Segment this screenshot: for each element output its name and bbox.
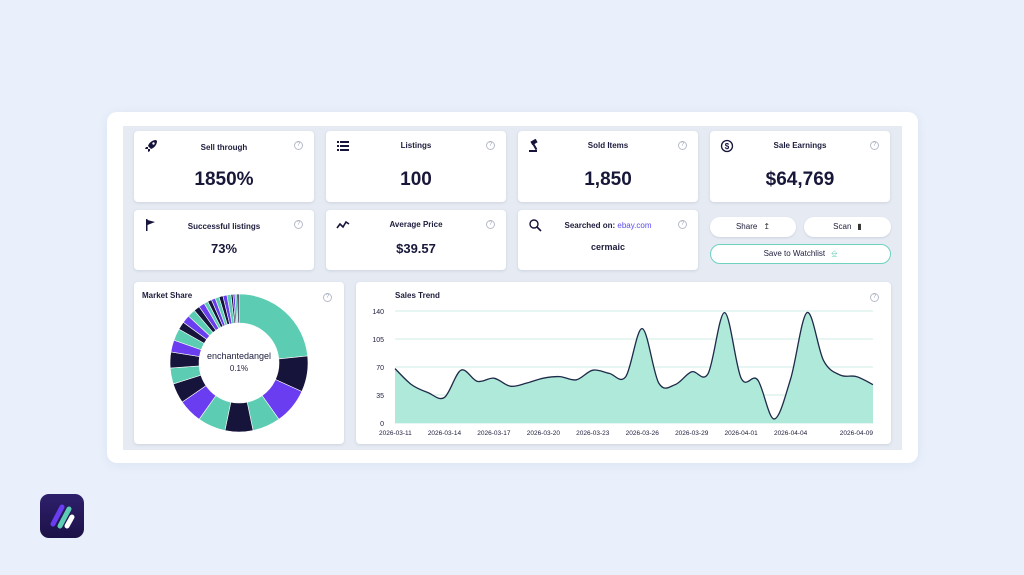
- donut-slice[interactable]: [238, 293, 308, 360]
- sold-items-value: 1,850: [584, 169, 632, 190]
- help-icon[interactable]: ?: [870, 141, 879, 150]
- searched-on-label: Searched on:: [564, 221, 616, 230]
- search-card: Searched on: ebay.com ? cermaic: [518, 210, 698, 270]
- help-icon[interactable]: ?: [294, 141, 303, 150]
- listings-card: Listings ? 100: [326, 131, 506, 202]
- dollar-icon: $: [720, 139, 734, 153]
- trend-icon: [336, 220, 350, 229]
- scan-label: Scan: [833, 222, 852, 231]
- svg-text:$: $: [725, 142, 730, 151]
- y-tick-label: 70: [376, 365, 384, 372]
- y-tick-label: 0: [380, 421, 384, 428]
- x-tick-label: 2026-04-01: [725, 430, 759, 437]
- help-icon[interactable]: ?: [678, 220, 687, 229]
- average-price-label: Average Price: [389, 220, 443, 229]
- dashboard-frame: Sell through ? 1850% Listings ? 100 Sold…: [107, 112, 918, 463]
- share-button[interactable]: Share ↥: [710, 217, 796, 237]
- trend-area: [395, 312, 873, 423]
- help-icon[interactable]: ?: [486, 141, 495, 150]
- successful-listings-label: Successful listings: [187, 222, 261, 231]
- help-icon[interactable]: ?: [294, 220, 303, 229]
- tray-icon: ⎒: [831, 249, 838, 258]
- x-tick-label: 2026-03-11: [379, 430, 412, 437]
- dashboard-content: Sell through ? 1850% Listings ? 100 Sold…: [123, 126, 902, 450]
- x-tick-label: 2026-03-14: [428, 430, 462, 437]
- sale-earnings-value: $64,769: [765, 169, 835, 190]
- share-icon: ↥: [763, 222, 771, 231]
- sell-through-value: 1850%: [194, 169, 254, 190]
- y-tick-label: 35: [376, 393, 384, 400]
- watchlist-label: Save to Watchlist: [763, 249, 826, 258]
- help-icon[interactable]: ?: [323, 293, 332, 302]
- x-tick-label: 2026-04-04: [774, 430, 808, 437]
- help-icon[interactable]: ?: [870, 293, 879, 302]
- signal-icon: ▮: [857, 222, 862, 231]
- average-price-card: Average Price ? $39.57: [326, 210, 506, 270]
- list-icon: [337, 141, 349, 151]
- searched-on-line: Searched on: ebay.com: [518, 221, 698, 230]
- scan-button[interactable]: Scan ▮: [804, 217, 891, 237]
- trend-line: [394, 311, 874, 420]
- search-query: cermaic: [590, 242, 626, 252]
- help-icon[interactable]: ?: [486, 220, 495, 229]
- x-tick-label: 2026-03-26: [626, 430, 660, 437]
- listings-value: 100: [400, 169, 432, 190]
- successful-listings-card: Successful listings ? 73%: [134, 210, 314, 270]
- flag-icon: [146, 219, 155, 231]
- save-to-watchlist-button[interactable]: Save to Watchlist ⎒: [710, 244, 891, 264]
- sold-items-card: Sold Items ? 1,850: [518, 131, 698, 202]
- share-label: Share: [735, 222, 758, 231]
- average-price-value: $39.57: [396, 241, 436, 256]
- searched-on-site[interactable]: ebay.com: [617, 221, 652, 230]
- y-tick-label: 140: [372, 309, 384, 316]
- market-share-card: Market Share ? enchantedangel 0.1%: [134, 282, 344, 444]
- x-tick-label: 2026-04-09: [840, 430, 874, 437]
- app-logo: [40, 494, 84, 538]
- donut-slice[interactable]: [236, 293, 240, 324]
- successful-listings-value: 73%: [210, 241, 238, 256]
- sales-trend-title: Sales Trend: [395, 291, 440, 300]
- rocket-icon: [145, 140, 157, 152]
- search-icon: [529, 219, 542, 232]
- sold-items-label: Sold Items: [587, 141, 629, 150]
- logo-icon: [50, 504, 75, 529]
- listings-label: Listings: [400, 141, 432, 150]
- help-icon[interactable]: ?: [678, 141, 687, 150]
- donut-center-value: 0.1%: [229, 364, 249, 373]
- sale-earnings-label: Sale Earnings: [773, 141, 827, 150]
- x-tick-label: 2026-03-29: [675, 430, 709, 437]
- x-tick-label: 2026-03-20: [527, 430, 561, 437]
- x-tick-label: 2026-03-17: [477, 430, 511, 437]
- sell-through-label: Sell through: [200, 143, 248, 152]
- market-share-donut: [169, 293, 309, 433]
- sale-earnings-card: $ Sale Earnings ? $64,769: [710, 131, 890, 202]
- donut-center-name: enchantedangel: [206, 351, 272, 361]
- x-tick-label: 2026-03-23: [576, 430, 610, 437]
- y-tick-label: 105: [372, 337, 384, 344]
- sales-trend-card: Sales Trend ? 0 35 70 105 140 2026-03-11 2026-…: [356, 282, 891, 444]
- sell-through-card: Sell through ? 1850%: [134, 131, 314, 202]
- sales-trend-chart: 0 35 70 105 140 2026-03-11 2026-03-14 2026-03-1…: [372, 309, 874, 437]
- gavel-icon: [529, 139, 538, 152]
- market-share-title: Market Share: [142, 291, 193, 300]
